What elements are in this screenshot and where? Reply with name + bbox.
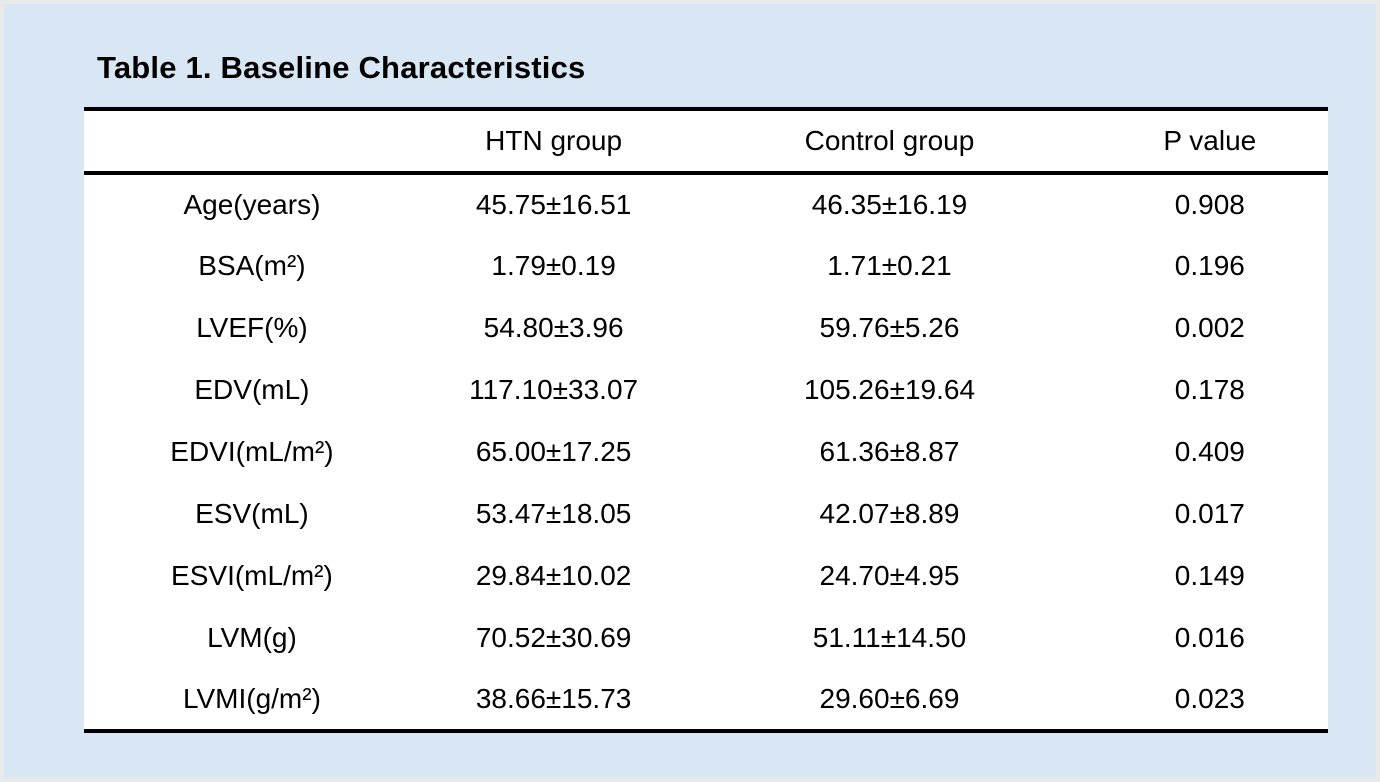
htn-value: 38.66±15.73 <box>475 683 632 714</box>
row-label: BSA(m²) <box>198 250 306 281</box>
htn-value: 117.10±33.07 <box>469 374 639 405</box>
row-label: EDV(mL) <box>194 374 310 405</box>
control-value: 29.60±6.69 <box>819 683 960 714</box>
row-label: LVEF(%) <box>196 312 308 343</box>
htn-value: 1.79±0.19 <box>491 250 616 281</box>
htn-value: 65.00±17.25 <box>475 436 632 467</box>
table-row: EDVI(mL/m²) 65.00±17.25 61.36±8.87 0.409 <box>84 421 1328 483</box>
header-row: HTN group Control group P value <box>84 109 1328 173</box>
table-title: Table 1. Baseline Characteristics <box>97 50 586 85</box>
p-value: 0.023 <box>1174 683 1245 714</box>
control-value: 42.07±8.89 <box>819 498 960 529</box>
table-header: HTN group Control group P value <box>84 109 1328 173</box>
table-row: BSA(m²) 1.79±0.19 1.71±0.21 0.196 <box>84 235 1328 297</box>
control-value: 59.76±5.26 <box>819 312 960 343</box>
htn-value: 70.52±30.69 <box>475 622 632 653</box>
p-value: 0.178 <box>1174 374 1245 405</box>
table-row: LVM(g) 70.52±30.69 51.11±14.50 0.016 <box>84 607 1328 669</box>
row-label: EDVI(mL/m²) <box>170 436 334 467</box>
control-value: 105.26±19.64 <box>803 374 976 405</box>
control-value: 1.71±0.21 <box>827 250 952 281</box>
control-value: 24.70±4.95 <box>819 560 960 591</box>
table-row: EDV(mL) 117.10±33.07 105.26±19.64 0.178 <box>84 359 1328 421</box>
p-value: 0.002 <box>1174 312 1245 343</box>
p-value: 0.016 <box>1174 622 1245 653</box>
p-value: 0.149 <box>1174 560 1245 591</box>
control-value: 46.35±16.19 <box>811 189 968 220</box>
p-value: 0.409 <box>1174 436 1245 467</box>
p-value: 0.017 <box>1174 498 1245 529</box>
header-cell-label <box>84 109 420 173</box>
table-row: ESVI(mL/m²) 29.84±10.02 24.70±4.95 0.149 <box>84 545 1328 607</box>
htn-value: 54.80±3.96 <box>483 312 624 343</box>
baseline-characteristics-table: HTN group Control group P value Age(year… <box>84 107 1328 733</box>
table-row: ESV(mL) 53.47±18.05 42.07±8.89 0.017 <box>84 483 1328 545</box>
table-row: LVEF(%) 54.80±3.96 59.76±5.26 0.002 <box>84 297 1328 359</box>
p-value: 0.196 <box>1174 250 1245 281</box>
row-label: LVMI(g/m²) <box>182 683 321 714</box>
table-row: LVMI(g/m²) 38.66±15.73 29.60±6.69 0.023 <box>84 669 1328 731</box>
header-cell-htn-group: HTN group <box>485 125 623 156</box>
p-value: 0.908 <box>1174 189 1245 220</box>
htn-value: 53.47±18.05 <box>475 498 632 529</box>
header-cell-control-group: Control group <box>804 125 975 156</box>
control-value: 51.11±14.50 <box>812 622 967 653</box>
row-label: ESV(mL) <box>195 498 309 529</box>
row-label: Age(years) <box>183 189 321 220</box>
table-body: Age(years) 45.75±16.51 46.35±16.19 0.908… <box>84 173 1328 731</box>
htn-value: 29.84±10.02 <box>475 560 632 591</box>
control-value: 61.36±8.87 <box>819 436 960 467</box>
row-label: ESVI(mL/m²) <box>171 560 333 591</box>
htn-value: 45.75±16.51 <box>475 189 632 220</box>
header-cell-p-value: P value <box>1163 125 1257 156</box>
row-label: LVM(g) <box>207 622 297 653</box>
table-row: Age(years) 45.75±16.51 46.35±16.19 0.908 <box>84 173 1328 235</box>
